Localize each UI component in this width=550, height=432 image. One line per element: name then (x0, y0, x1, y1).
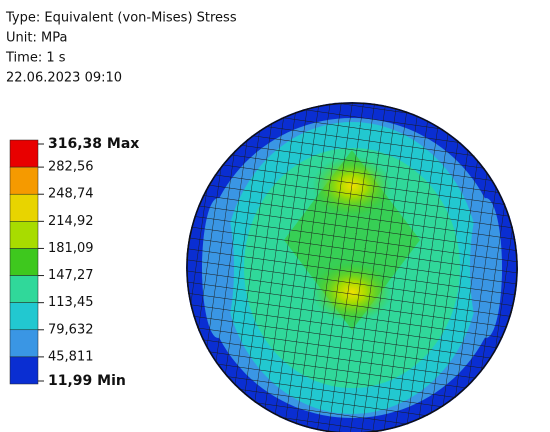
model (180, 100, 530, 432)
legend-band (10, 194, 38, 221)
legend-band (10, 330, 38, 357)
legend-label: 181,09 (48, 241, 94, 256)
legend-band (10, 221, 38, 248)
legend-label: 248,74 (48, 187, 94, 202)
legend-label: 147,27 (48, 268, 94, 283)
legend-band (10, 303, 38, 330)
legend-label: 79,632 (48, 322, 94, 337)
legend-label: 316,38 Max (48, 136, 139, 152)
header-line: 22.06.2023 09:10 (6, 71, 122, 86)
legend-band (10, 248, 38, 275)
legend-label: 282,56 (48, 160, 94, 175)
legend-label: 113,45 (48, 295, 94, 310)
header-line: Time: 1 s (5, 51, 66, 66)
legend-band (10, 167, 38, 194)
page: Type: Equivalent (von-Mises) Stress Unit:… (0, 0, 550, 432)
legend-band (10, 276, 38, 303)
legend-band (10, 357, 38, 384)
header: Type: Equivalent (von-Mises) Stress Unit:… (5, 11, 237, 86)
header-line: Type: Equivalent (von-Mises) Stress (5, 11, 237, 26)
legend-label: 11,99 Min (48, 373, 126, 389)
legend-band (10, 140, 38, 167)
legend-label: 45,811 (48, 349, 94, 364)
legend-label: 214,92 (48, 214, 94, 229)
header-line: Unit: MPa (6, 31, 67, 46)
result-view: Type: Equivalent (von-Mises) Stress Unit:… (0, 0, 550, 432)
legend: 316,38 Max 282,56 248,74 214,92 181,09 147,27… (10, 136, 139, 389)
